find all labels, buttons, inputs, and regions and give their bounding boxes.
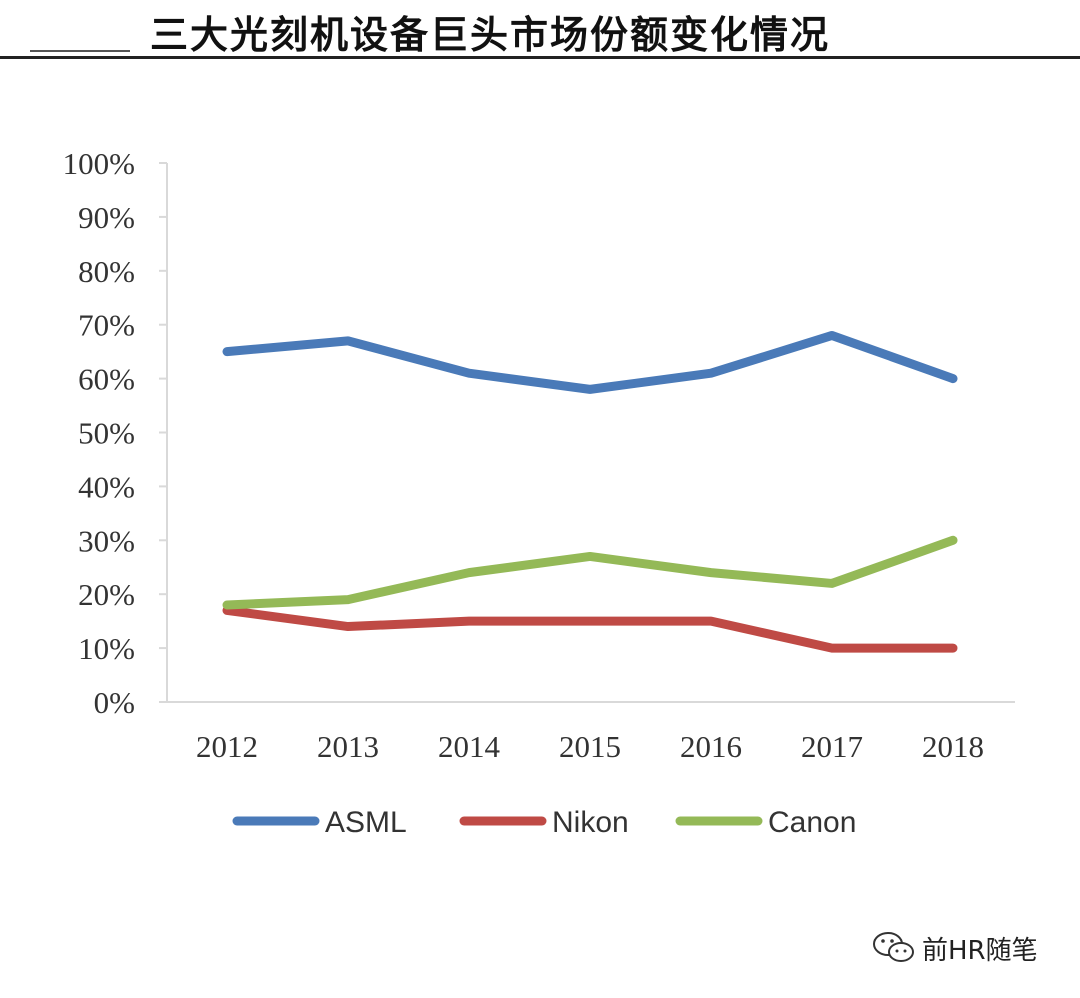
legend-label-canon: Canon	[768, 806, 856, 839]
data-point-nikon	[709, 619, 713, 624]
data-point-nikon	[588, 619, 592, 624]
data-point-asml	[467, 371, 471, 376]
series-line-asml	[222, 330, 958, 394]
x-tick-label: 2012	[196, 729, 258, 764]
y-tick-label: 30%	[78, 523, 135, 558]
data-point-asml	[951, 376, 955, 381]
data-point-asml	[346, 338, 350, 343]
title-bar: 三大光刻机设备巨头市场份额变化情况	[0, 0, 1080, 60]
x-tick-label: 2015	[559, 729, 621, 764]
y-tick-label: 60%	[78, 362, 135, 397]
x-tick-label: 2013	[317, 729, 379, 764]
data-point-nikon	[467, 619, 471, 624]
data-point-asml	[588, 387, 592, 392]
y-tick-label: 100%	[63, 146, 135, 181]
data-point-canon	[225, 602, 229, 607]
x-axis-ticks: 2012 2013 2014 2015 2016 2017 2018	[196, 729, 984, 764]
data-point-nikon	[830, 646, 834, 651]
data-point-canon	[467, 570, 471, 575]
title-rule-accent	[30, 50, 130, 52]
wechat-icon	[873, 932, 914, 962]
x-tick-label: 2017	[801, 729, 863, 764]
x-tick-label: 2018	[922, 729, 984, 764]
chart-legend: ASML Nikon Canon	[232, 806, 856, 839]
legend-label-asml: ASML	[325, 806, 407, 839]
y-tick-label: 50%	[78, 416, 135, 451]
watermark-text: 前HR随笔	[922, 935, 1038, 966]
y-tick-label: 20%	[78, 577, 135, 612]
y-tick-label: 0%	[94, 685, 135, 720]
watermark: 前HR随笔	[872, 928, 1038, 968]
legend-label-nikon: Nikon	[552, 806, 629, 839]
data-point-asml	[830, 333, 834, 338]
data-point-nikon	[951, 646, 955, 651]
data-point-canon	[346, 597, 350, 602]
series-lines	[222, 330, 958, 653]
data-point-canon	[830, 581, 834, 586]
title-rule	[0, 56, 1080, 59]
line-chart: 0%10%20%30%40%50%60%70%80%90%100% 2012 20…	[63, 146, 1015, 839]
data-point-canon	[588, 554, 592, 559]
y-tick-label: 40%	[78, 469, 135, 504]
page-title: 三大光刻机设备巨头市场份额变化情况	[150, 13, 831, 57]
data-point-canon	[951, 538, 955, 543]
y-tick-label: 10%	[78, 631, 135, 666]
y-axis-ticks: 0% 10% 20% 30% 40% 50% 60% 70% 80% 90% 100%	[63, 146, 167, 720]
data-point-asml	[225, 349, 229, 354]
x-tick-label: 2014	[438, 729, 501, 764]
series-line-canon	[222, 535, 958, 610]
x-tick-label: 2016	[680, 729, 742, 764]
y-tick-label: 90%	[78, 200, 135, 235]
data-point-asml	[709, 371, 713, 376]
data-point-canon	[709, 570, 713, 575]
series-line-nikon	[222, 605, 958, 653]
data-point-nikon	[346, 624, 350, 629]
y-tick-label: 70%	[78, 308, 135, 343]
y-tick-label: 80%	[78, 254, 135, 289]
